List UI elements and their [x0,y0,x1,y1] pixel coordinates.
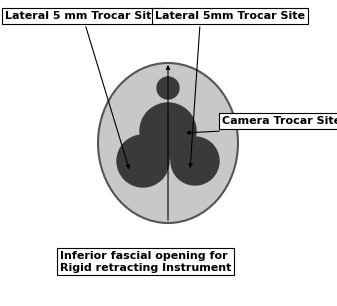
Ellipse shape [98,63,238,223]
Text: Inferior fascial opening for
Rigid retracting Instrument: Inferior fascial opening for Rigid retra… [60,251,232,273]
Circle shape [171,137,219,185]
Circle shape [117,135,169,187]
Text: Camera Trocar Site: Camera Trocar Site [222,116,337,126]
Text: Lateral 5mm Trocar Site: Lateral 5mm Trocar Site [155,11,305,21]
Circle shape [140,103,196,159]
Circle shape [157,77,179,99]
Text: Lateral 5 mm Trocar Site: Lateral 5 mm Trocar Site [5,11,159,21]
